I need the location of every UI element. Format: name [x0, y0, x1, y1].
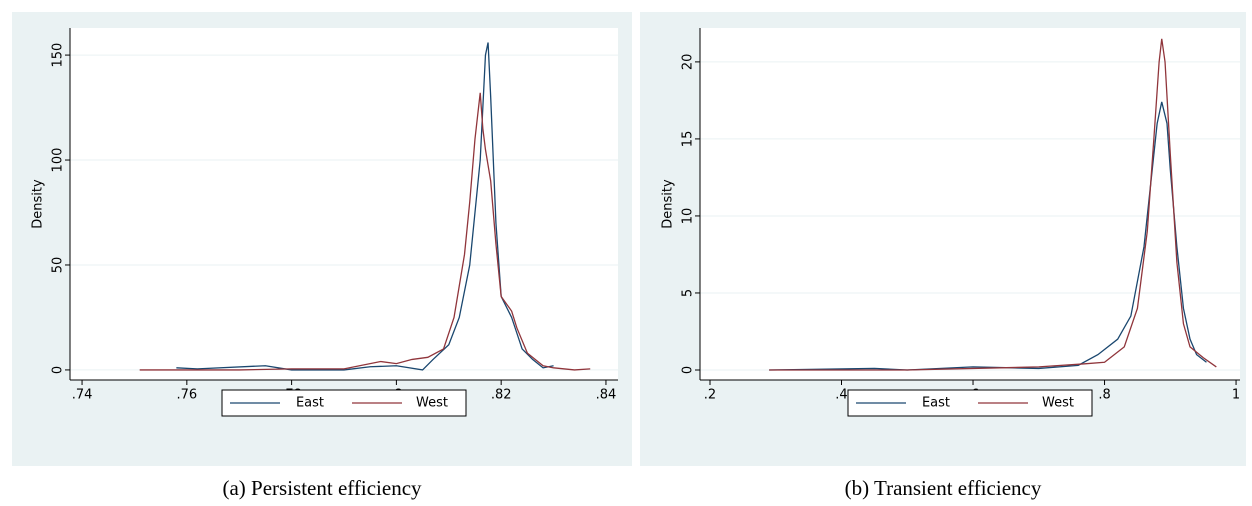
- y-tick-label: 10: [681, 208, 696, 225]
- caption: (b) Transient efficiency: [845, 476, 1042, 500]
- y-tick-label: 100: [51, 148, 66, 173]
- x-tick-label: .76: [176, 388, 197, 403]
- x-tick-label: 1: [1232, 388, 1240, 403]
- y-tick-label: 0: [51, 366, 66, 374]
- y-tick-label: 150: [51, 43, 66, 68]
- legend-label: East: [922, 396, 950, 411]
- x-tick-label: .8: [1098, 388, 1110, 403]
- y-axis-title: Density: [31, 179, 46, 229]
- density-line: [769, 101, 1207, 371]
- legend-label: West: [1042, 396, 1074, 411]
- caption: (a) Persistent efficiency: [222, 476, 422, 500]
- x-tick-label: .4: [835, 388, 847, 403]
- x-tick-label: .82: [491, 388, 512, 403]
- density-line: [176, 42, 554, 371]
- y-axis-title: Density: [661, 179, 676, 229]
- x-tick-label: .84: [596, 388, 617, 403]
- density-line: [769, 38, 1217, 371]
- y-tick-label: 5: [681, 289, 696, 297]
- y-tick-label: 50: [51, 257, 66, 274]
- legend-label: East: [296, 396, 324, 411]
- plot-area: [700, 28, 1240, 380]
- y-tick-label: 15: [681, 131, 696, 148]
- plot-area: [70, 28, 618, 380]
- y-tick-label: 20: [681, 54, 696, 71]
- density-line: [139, 92, 591, 371]
- legend-label: West: [416, 396, 448, 411]
- x-tick-label: .74: [72, 388, 93, 403]
- y-tick-label: 0: [681, 366, 696, 374]
- x-tick-label: .2: [704, 388, 716, 403]
